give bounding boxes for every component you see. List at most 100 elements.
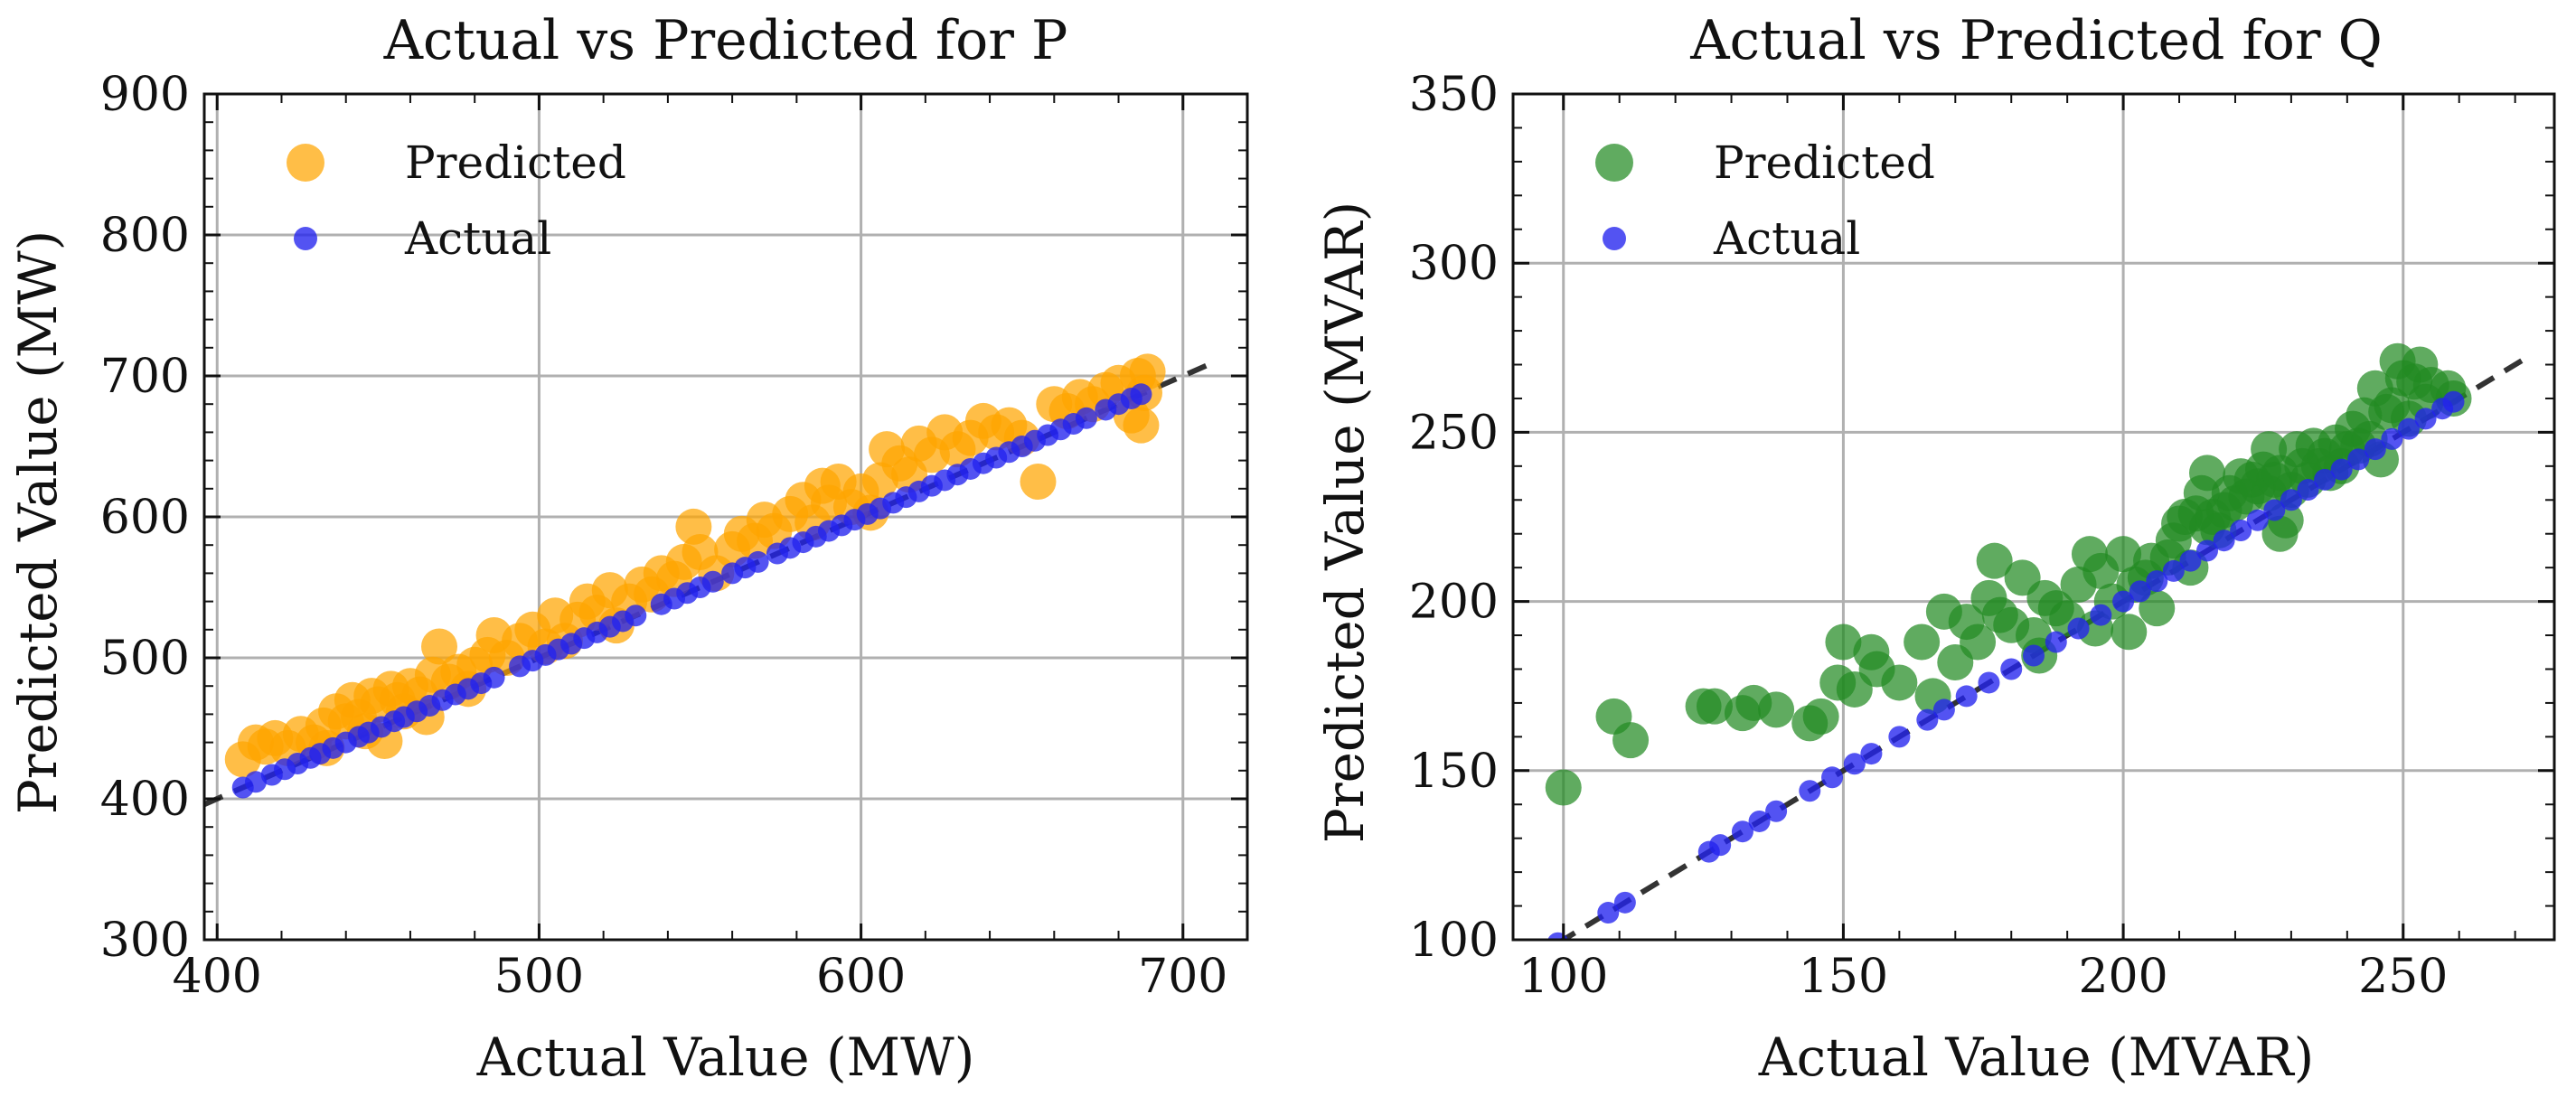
chart-q-point-actual bbox=[1916, 708, 1939, 731]
chart-q-point-actual bbox=[2162, 559, 2185, 582]
chart-p-ytick-label: 900 bbox=[100, 68, 190, 122]
chart-q-point-actual bbox=[2067, 617, 2090, 640]
chart-p-ytick-label: 800 bbox=[100, 209, 190, 263]
chart-p-xtick-label: 500 bbox=[494, 950, 584, 1004]
chart-p-ytick-label: 300 bbox=[100, 914, 190, 968]
chart-q-point-actual bbox=[2442, 390, 2465, 413]
chart-q-point-actual bbox=[2347, 448, 2370, 471]
chart-p-point-actual bbox=[483, 666, 505, 689]
chart-q-point-predicted bbox=[1976, 542, 2013, 579]
chart-p-xtick-label: 600 bbox=[816, 950, 906, 1004]
chart-p-ylabel: Predicted Value (MW) bbox=[7, 230, 69, 815]
chart-q-point-actual bbox=[2129, 580, 2151, 603]
chart-q-ytick-label: 250 bbox=[1409, 406, 1499, 460]
chart-q-point-predicted bbox=[1758, 691, 1795, 728]
chart-q-point-predicted bbox=[1612, 722, 1650, 759]
chart-q-point-actual bbox=[2263, 499, 2286, 521]
chart-q-point-actual bbox=[2246, 509, 2269, 531]
chart-p-point-predicted bbox=[1020, 464, 1057, 500]
chart-q-point-actual bbox=[1955, 685, 1978, 708]
chart-q-point-predicted bbox=[1825, 624, 1862, 661]
chart-p-point-predicted bbox=[1129, 353, 1166, 390]
chart-q-point-actual bbox=[2045, 631, 2067, 653]
chart-q-point-actual bbox=[2196, 539, 2218, 562]
chart-q-point-predicted bbox=[2261, 515, 2299, 552]
chart-q-xtick-label: 150 bbox=[1799, 950, 1888, 1004]
chart-q-ytick-label: 350 bbox=[1409, 68, 1499, 122]
chart-q-point-actual bbox=[2381, 427, 2403, 450]
chart-q-point-actual bbox=[2213, 530, 2235, 552]
chart-q-point-actual bbox=[2000, 658, 2023, 680]
chart-q-point-actual bbox=[2280, 489, 2302, 511]
chart-p-point-actual bbox=[1075, 407, 1097, 429]
chart-q-point-actual bbox=[2112, 590, 2135, 613]
chart-p-legend-label-predicted: Predicted bbox=[405, 136, 626, 189]
chart-q-ticks: 100 150 200 250 100 150 200 250 300 350 bbox=[1409, 68, 2554, 1004]
chart-q-point-actual bbox=[1860, 743, 1883, 765]
chart-q-point-predicted bbox=[1696, 688, 1733, 725]
chart-q-point-predicted bbox=[1960, 624, 1997, 661]
chart-q-point-actual bbox=[1709, 834, 1732, 857]
chart-q-point-actual bbox=[2364, 438, 2386, 461]
chart-q-legend-marker-predicted bbox=[1595, 144, 1633, 182]
chart-p-legend-marker-actual bbox=[294, 227, 317, 250]
chart-q-xtick-label: 100 bbox=[1518, 950, 1608, 1004]
chart-q-point-actual bbox=[2023, 644, 2045, 667]
chart-q-point-actual bbox=[1843, 753, 1866, 775]
chart-q-legend-marker-actual bbox=[1603, 227, 1626, 250]
chart-p-point-actual bbox=[625, 605, 647, 627]
chart-p-ytick-label: 400 bbox=[100, 773, 190, 827]
chart-p-xtick-label: 700 bbox=[1138, 950, 1227, 1004]
chart-q-point-predicted bbox=[1881, 664, 1918, 701]
chart-q-point-actual bbox=[1748, 810, 1771, 832]
chart-q-ylabel: Predicted Value (MVAR) bbox=[1314, 202, 1376, 843]
chart-q-point-predicted bbox=[2139, 590, 2176, 627]
chart-q-xlabel: Actual Value (MVAR) bbox=[1758, 1027, 2315, 1088]
chart-q-xtick-label: 200 bbox=[2078, 950, 2167, 1004]
chart-q-point-actual bbox=[2397, 417, 2420, 440]
chart-q-point-actual bbox=[1978, 671, 2000, 694]
chart-p-title: Actual vs Predicted for P bbox=[383, 9, 1068, 72]
chart-q-point-actual bbox=[1799, 780, 1821, 802]
chart-q-point-actual bbox=[2314, 468, 2336, 491]
chart-p-legend-marker-predicted bbox=[287, 144, 324, 182]
chart-p-point-predicted bbox=[421, 628, 458, 665]
chart-p-xlabel: Actual Value (MW) bbox=[476, 1027, 975, 1088]
chart-q-frame bbox=[1511, 92, 2556, 942]
chart-q-point-predicted bbox=[1904, 624, 1941, 661]
chart-q-ytick-label: 150 bbox=[1409, 745, 1499, 799]
chart-q-legend: Predicted Actual bbox=[1595, 136, 1935, 265]
chart-p-point-predicted bbox=[1123, 407, 1160, 444]
chart-q-point-actual bbox=[1888, 726, 1911, 748]
chart-q-point-actual bbox=[1932, 699, 1955, 721]
chart-q-ytick-label: 200 bbox=[1409, 576, 1499, 630]
chart-q-point-actual bbox=[2090, 604, 2112, 626]
chart-p-marks bbox=[224, 353, 1166, 799]
chart-q-legend-label-predicted: Predicted bbox=[1714, 136, 1935, 189]
chart-q: Actual vs Predicted for Q Actual Value (… bbox=[1314, 9, 2556, 1088]
chart-q-title: Actual vs Predicted for Q bbox=[1689, 9, 2383, 72]
chart-p-ytick-label: 600 bbox=[100, 491, 190, 545]
chart-q-point-actual bbox=[2414, 408, 2437, 430]
chart-q-xtick-label: 250 bbox=[2358, 950, 2448, 1004]
chart-q-point-actual bbox=[1613, 891, 1636, 914]
chart-q-point-predicted bbox=[1802, 698, 1839, 735]
chart-q-point-actual bbox=[1821, 766, 1844, 789]
chart-q-point-predicted bbox=[2105, 536, 2142, 573]
chart-q-point-actual bbox=[1597, 902, 1620, 924]
chart-q-point-actual bbox=[2230, 519, 2252, 541]
chart-q-point-actual bbox=[2297, 479, 2319, 502]
chart-q-ytick-label: 100 bbox=[1409, 914, 1499, 968]
chart-q-ytick-label: 300 bbox=[1409, 237, 1499, 291]
chart-p-legend-label-actual: Actual bbox=[404, 212, 551, 265]
chart-p-legend: Predicted Actual bbox=[287, 136, 626, 265]
chart-q-point-actual bbox=[1731, 820, 1753, 843]
chart-p-ytick-label: 500 bbox=[100, 632, 190, 686]
chart-q-point-actual bbox=[2179, 549, 2202, 572]
chart-p-point-actual bbox=[747, 550, 769, 573]
chart-p-ytick-label: 700 bbox=[100, 350, 190, 404]
chart-q-point-predicted bbox=[1545, 769, 1582, 806]
chart-q-point-actual bbox=[2330, 458, 2353, 481]
